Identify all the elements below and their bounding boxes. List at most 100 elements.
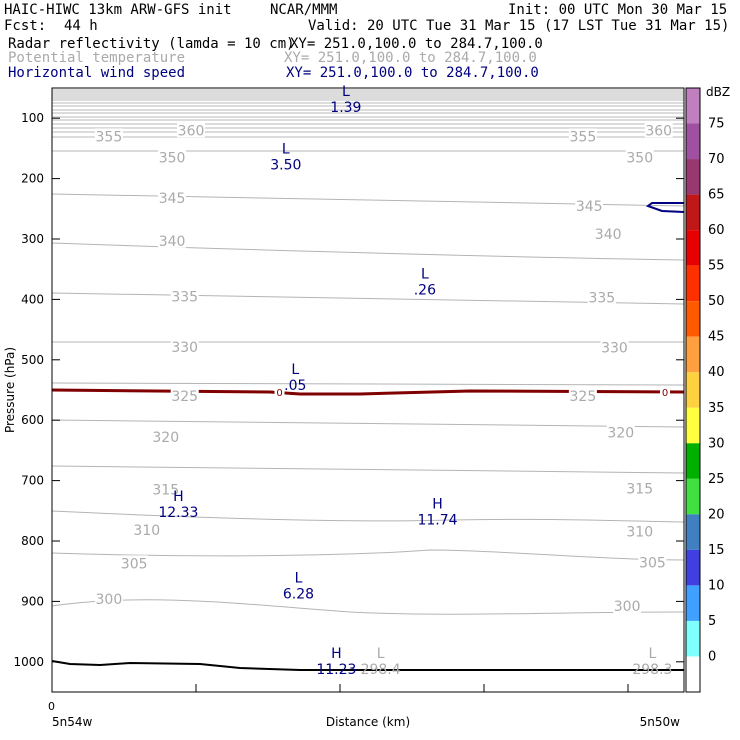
reflectivity-zero-contour <box>51 388 685 396</box>
theta-label-bg <box>151 429 180 445</box>
colorbar-swatch <box>686 585 700 621</box>
theta-label: 320 <box>607 425 634 441</box>
theta-label: 320 <box>152 430 179 446</box>
theta-label-bg <box>170 388 199 404</box>
y-tick-label-300: 300 <box>21 232 44 246</box>
theta-label-bg <box>158 149 187 165</box>
colorbar-label: 65 <box>708 188 725 203</box>
wind-extremum-kind: L <box>295 570 303 586</box>
wind-extrema-layer: L1.39L3.50L.26L.05H12.33H11.74L6.28H11.2… <box>158 84 457 678</box>
colorbar-swatch <box>686 443 700 479</box>
colorbar-frame <box>685 87 701 693</box>
wind-extremum-kind: L <box>342 84 350 100</box>
reflectivity-zero-label: 0 <box>662 388 668 399</box>
theta-label-layer: 360 355 360 355 350 350 345 345 340 340 335 335 330 3… <box>94 122 673 615</box>
wind-extremum-value: 12.33 <box>158 505 198 521</box>
colorbar-swatch <box>686 88 700 124</box>
theta-label-bg <box>575 197 604 213</box>
theta-label: 300 <box>614 599 641 615</box>
wind-contour-feature <box>645 202 685 213</box>
theta-extremum-value: 298.4 <box>361 662 401 678</box>
theta-label: 325 <box>171 389 198 405</box>
colorbar-label: 25 <box>708 472 725 487</box>
zero-label-bg <box>274 385 285 398</box>
x-left-location: 5n54w <box>52 715 93 729</box>
theta-label: 315 <box>626 481 653 497</box>
theta-label: 325 <box>570 389 597 405</box>
theta-label: 360 <box>645 123 672 139</box>
colorbar-swatch <box>686 336 700 373</box>
colorbar-swatch <box>686 620 700 657</box>
theta-label: 340 <box>595 227 622 243</box>
x-right-location: 5n50w <box>640 715 681 729</box>
theta-label-bg <box>170 339 199 355</box>
init-time: Init: 00 UTC Mon 30 Mar 15 <box>508 2 728 18</box>
wind-extremum-kind: H <box>331 646 342 662</box>
colorbar-unit: dBZ <box>706 85 730 99</box>
y-axis-label: Pressure (hPa) <box>3 347 17 433</box>
field-name-reflectivity: Radar reflectivity (lamda = 10 cm) <box>8 36 295 52</box>
theta-label: 335 <box>588 291 615 307</box>
colorbar-label: 70 <box>708 152 725 167</box>
wind-extremum-value: .26 <box>414 282 436 298</box>
wind-extremum-value: 6.28 <box>283 586 314 602</box>
theta-label-bg <box>158 189 187 205</box>
theta-label: 315 <box>152 483 179 499</box>
colorbar-label: 30 <box>708 436 725 451</box>
colorbar-swatch <box>686 159 700 195</box>
colorbar-label: 50 <box>708 294 725 309</box>
theta-label-bg <box>151 481 180 497</box>
theta-label-bg <box>132 522 161 538</box>
colorbar-label: 10 <box>708 578 725 593</box>
wind-extremum-kind: L <box>421 266 429 282</box>
field-xy-theta: XY= 251.0,100.0 to 284.7,100.0 <box>284 50 537 66</box>
theta-label-bg <box>120 555 149 571</box>
wind-extremum-kind: H <box>173 489 184 505</box>
theta-label-bg <box>625 523 654 539</box>
theta-label: 305 <box>639 556 666 572</box>
colorbar-label: 0 <box>708 649 716 664</box>
theta-label-bg <box>568 128 597 144</box>
valid-time: Valid: 20 UTC Tue 31 Mar 15 (17 LST Tue … <box>308 18 730 34</box>
theta-label: 310 <box>626 524 653 540</box>
theta-label-bg <box>644 122 673 138</box>
theta-label: 335 <box>171 289 198 305</box>
colorbar-swatch <box>686 123 700 160</box>
x-axis-label: Distance (km) <box>326 715 410 729</box>
wind-extremum-value: 1.39 <box>330 100 361 116</box>
theta-label-bg <box>594 226 623 242</box>
theta-label-bg <box>625 149 654 165</box>
y-axis: 100 200 300 400 500 600 700 800 900 1000 <box>13 111 684 669</box>
theta-label-bg <box>600 339 629 355</box>
theta-label-bg <box>94 128 123 144</box>
x-axis-ticks <box>51 684 629 692</box>
theta-label-bg <box>158 232 187 248</box>
theta-label-bg <box>568 388 597 404</box>
y-tick-label-400: 400 <box>21 292 44 306</box>
theta-contours <box>51 150 685 615</box>
colorbar-label: 40 <box>708 365 725 380</box>
colorbar-swatch <box>686 265 700 302</box>
theta-extremum-value: 298.3 <box>632 662 672 678</box>
plot-frame <box>51 87 685 693</box>
zero-label-bg <box>660 385 671 398</box>
wind-extremum-kind: L <box>291 362 299 378</box>
wind-extremum-kind: H <box>432 497 443 513</box>
theta-label: 360 <box>178 123 205 139</box>
wind-extremum-value: 11.23 <box>316 662 356 678</box>
theta-label-bg <box>94 590 123 606</box>
theta-extremum-kind: L <box>377 646 385 662</box>
forecast-label: Fcst: <box>4 18 47 34</box>
colorbar-swatch <box>686 407 700 444</box>
theta-label-bg <box>177 122 206 138</box>
colorbar-swatch <box>686 478 700 515</box>
colorbar-swatch <box>686 194 700 231</box>
theta-label-bg <box>613 598 642 614</box>
y-tick-label-100: 100 <box>21 111 44 125</box>
y-tick-label-500: 500 <box>21 353 44 367</box>
field-xy-reflectivity: XY= 251.0,100.0 to 284.7,100.0 <box>290 36 543 52</box>
theta-label: 345 <box>159 191 186 207</box>
field-name-wind: Horizontal wind speed <box>8 65 186 81</box>
